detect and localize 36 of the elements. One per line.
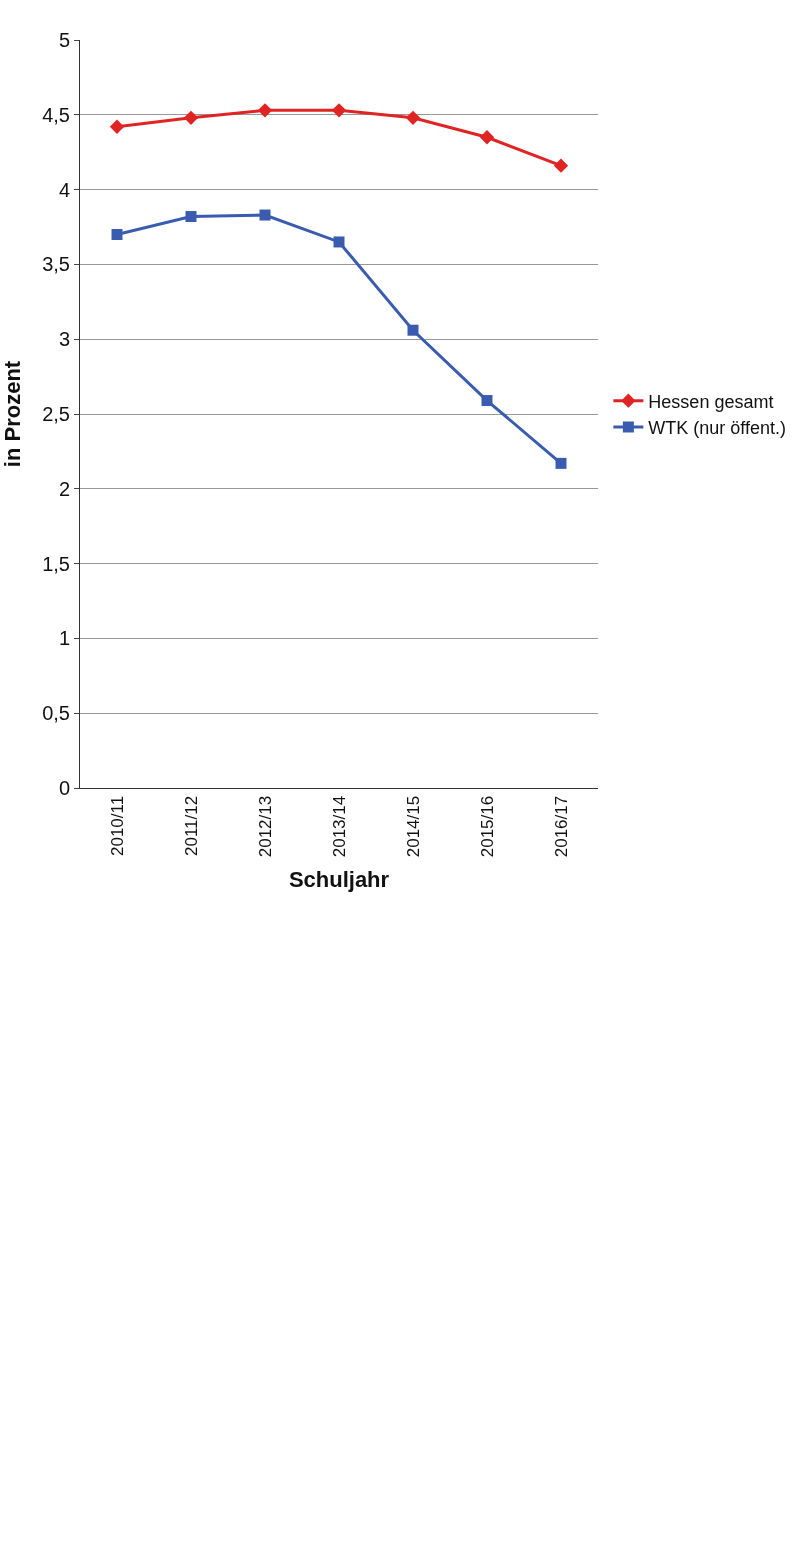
x-tick-label: 2011/12 bbox=[181, 795, 201, 856]
x-tick-label: 2014/15 bbox=[403, 795, 423, 858]
point bbox=[479, 130, 495, 145]
y-tick-label: 5 bbox=[58, 29, 70, 51]
point bbox=[555, 457, 567, 469]
y-tick-label: 2,5 bbox=[42, 403, 70, 425]
point bbox=[259, 209, 271, 221]
point bbox=[331, 103, 347, 118]
point bbox=[185, 211, 197, 223]
point bbox=[405, 110, 421, 125]
x-tick-label: 2010/11 bbox=[107, 795, 127, 856]
y-tick-label: 3 bbox=[58, 328, 70, 351]
point bbox=[111, 228, 123, 240]
point bbox=[257, 103, 273, 118]
point bbox=[407, 324, 419, 336]
y-tick-label: 1 bbox=[58, 627, 70, 650]
point bbox=[183, 110, 199, 125]
point bbox=[553, 158, 569, 173]
point bbox=[109, 119, 125, 134]
y-tick-label: 0,5 bbox=[42, 702, 70, 725]
point bbox=[481, 395, 493, 407]
x-tick-label: 2016/17 bbox=[551, 795, 571, 858]
x-tick-label: 2015/16 bbox=[477, 795, 497, 858]
y-tick-label: 1,5 bbox=[42, 552, 70, 575]
x-axis-title: Schuljahr bbox=[288, 867, 390, 893]
y-tick-label: 4,5 bbox=[42, 103, 70, 126]
point bbox=[333, 236, 345, 248]
x-tick-label: 2012/13 bbox=[255, 795, 275, 858]
y-axis-title: in Prozent bbox=[0, 360, 25, 468]
x-tick-label: 2013/14 bbox=[329, 795, 349, 858]
legend-label: Hessen gesamt bbox=[648, 391, 774, 412]
y-tick-label: 3,5 bbox=[42, 253, 70, 276]
y-tick-label: 4 bbox=[58, 178, 70, 201]
legend-label: WTK (nur öffent.) bbox=[648, 418, 787, 439]
y-tick-label: 2 bbox=[58, 477, 70, 500]
y-tick-label: 0 bbox=[58, 777, 70, 799]
